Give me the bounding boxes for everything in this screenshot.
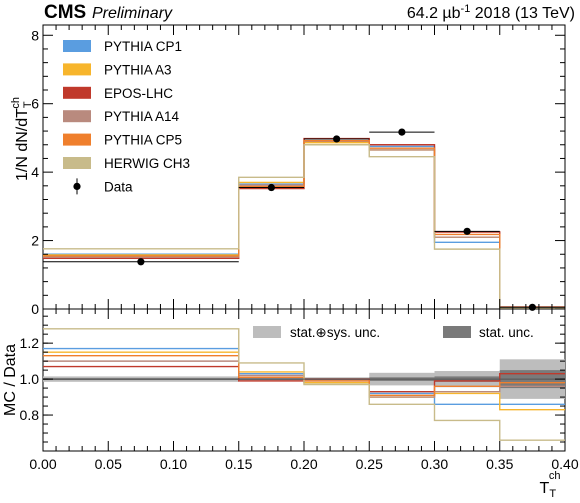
top-y-axis-title: 1/N dN/dTTch (10, 97, 34, 181)
legend-total-unc-swatch (253, 326, 281, 338)
data-point (398, 128, 406, 136)
ratio-panel-plot (43, 328, 565, 441)
axes: 0.00 0.05 0.10 0.15 0.20 0.25 0.30 0.35 0.40 0 2 4 6… (20, 25, 579, 472)
ratio-y-tick-label: 1.0 (20, 371, 40, 387)
legend-swatch (63, 40, 91, 52)
lumi-suffix: 2018 (13 TeV) (470, 5, 575, 22)
ratio-y-axis-title: MC / Data (2, 344, 19, 416)
x-tick-label: 0.30 (421, 456, 448, 472)
status-label: Preliminary (92, 5, 173, 22)
x-axis-title-main: T (540, 480, 550, 497)
x-tick-label: 0.25 (356, 456, 383, 472)
x-tick-label: 0.00 (29, 456, 56, 472)
lumi-label: 64.2 µb-1 2018 (13 TeV) (407, 3, 575, 22)
data-point (528, 303, 536, 311)
data-point (463, 227, 471, 235)
x-tick-label: 0.05 (95, 456, 122, 472)
top-y-axis-title-main: 1/N dN/dT (14, 108, 31, 181)
legend-swatch (63, 63, 91, 76)
top-y-axis-title-sup: ch (10, 97, 22, 109)
legend-label: PYTHIA A14 (104, 109, 180, 124)
ratio-y-tick-label: 1.2 (20, 335, 40, 351)
lumi-prefix: 64.2 µb (407, 5, 461, 22)
ratio-series-herwig-ch3 (43, 328, 565, 441)
data-point (137, 258, 145, 266)
legend-stat-unc-swatch (443, 326, 471, 338)
legend-swatch (63, 133, 91, 146)
legend-label: PYTHIA CP1 (104, 39, 182, 54)
x-tick-label: 0.15 (225, 456, 252, 472)
legend-label: EPOS-LHC (104, 86, 173, 101)
top-y-tick-label: 2 (31, 233, 39, 249)
legend-data-marker (73, 182, 81, 190)
x-axis-title-sub: T (549, 488, 556, 498)
top-y-tick-label: 6 (31, 96, 39, 112)
legend-swatch (63, 157, 91, 169)
legend-label: PYTHIA A3 (104, 62, 172, 77)
legend-label: PYTHIA CP5 (104, 133, 182, 148)
top-series-herwig-ch3 (43, 144, 565, 309)
legend-label: Data (104, 179, 133, 194)
ratio-y-tick-label: 0.8 (20, 407, 40, 423)
legend-swatch (63, 86, 91, 99)
x-axis-title: TTch (540, 470, 561, 498)
legend-total-unc-label: stat.⊕sys. unc. (290, 325, 380, 340)
legend-label: HERWIG CH3 (104, 156, 190, 171)
x-tick-label: 0.40 (551, 456, 578, 472)
lumi-exponent: -1 (461, 3, 471, 15)
x-tick-label: 0.10 (160, 456, 187, 472)
legend: PYTHIA CP1 PYTHIA A3 EPOS-LHC PYTHIA A14 PYT… (63, 39, 534, 340)
x-axis-title-sup: ch (549, 470, 561, 482)
top-y-tick-label: 0 (31, 301, 39, 317)
x-tick-label: 0.20 (290, 456, 317, 472)
legend-swatch (63, 110, 91, 123)
top-panel-plot (43, 128, 565, 311)
top-y-tick-label: 4 (31, 164, 39, 180)
legend-stat-unc-label: stat. unc. (479, 325, 534, 340)
top-y-axis-title-sub: T (22, 101, 34, 108)
top-y-tick-label: 8 (31, 27, 39, 43)
data-point (333, 135, 341, 143)
x-tick-label: 0.35 (486, 456, 513, 472)
experiment-label: CMS (44, 2, 86, 23)
data-point (267, 183, 275, 192)
